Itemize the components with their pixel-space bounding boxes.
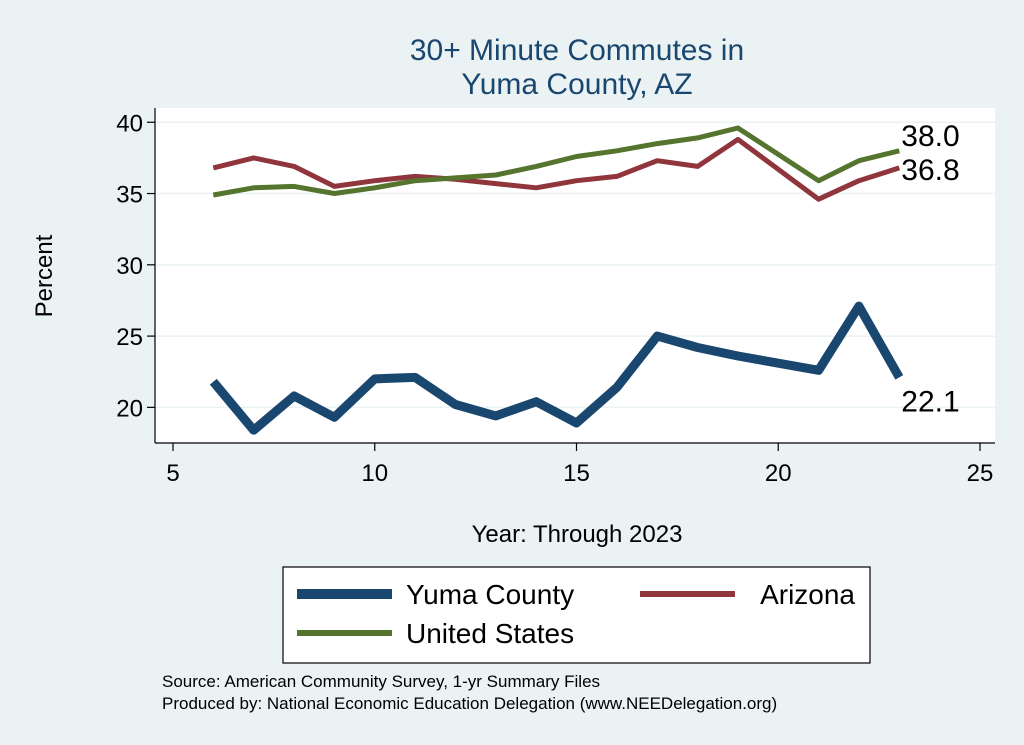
series-line-yuma-county xyxy=(209,301,904,435)
y-tick-label-20: 20 xyxy=(116,395,143,422)
chart-title-line-1: 30+ Minute Commutes in xyxy=(410,34,744,67)
series-lines xyxy=(209,125,904,435)
legend-box xyxy=(282,566,871,664)
x-axis-title: Year: Through 2023 xyxy=(472,521,683,548)
y-tick-label-25: 25 xyxy=(116,324,143,351)
legend: Yuma County Arizona United States xyxy=(282,566,871,664)
x-ticks: 5 10 15 20 25 xyxy=(166,443,993,487)
producer-note: Produced by: National Economic Education… xyxy=(162,694,777,713)
legend-label-arizona: Arizona xyxy=(760,579,855,610)
gridlines xyxy=(155,121,995,409)
chart-title-line-2: Yuma County, AZ xyxy=(461,68,692,101)
legend-label-united-states: United States xyxy=(406,618,574,649)
y-axis-title: Percent xyxy=(31,234,58,317)
x-tick-label-25: 25 xyxy=(967,460,994,487)
axes xyxy=(154,108,995,444)
y-tick-label-30: 30 xyxy=(116,253,143,280)
end-label-arizona: 36.8 xyxy=(901,154,959,187)
x-tick-label-5: 5 xyxy=(166,460,179,487)
x-tick-label-15: 15 xyxy=(563,460,590,487)
source-note: Source: American Community Survey, 1-yr … xyxy=(162,672,600,691)
series-line-united-states xyxy=(212,125,900,198)
end-label-yuma-county: 22.1 xyxy=(901,385,959,418)
series-line-arizona xyxy=(212,136,901,202)
end-labels: 22.1 36.838.0 xyxy=(901,120,959,419)
x-tick-label-10: 10 xyxy=(361,460,388,487)
y-ticks: 20 25 30 35 40 xyxy=(116,110,155,422)
end-label-united-states: 38.0 xyxy=(901,120,959,153)
legend-label-yuma-county: Yuma County xyxy=(406,579,574,610)
x-tick-label-20: 20 xyxy=(765,460,792,487)
y-tick-label-35: 35 xyxy=(116,182,143,209)
y-tick-label-40: 40 xyxy=(116,110,143,137)
